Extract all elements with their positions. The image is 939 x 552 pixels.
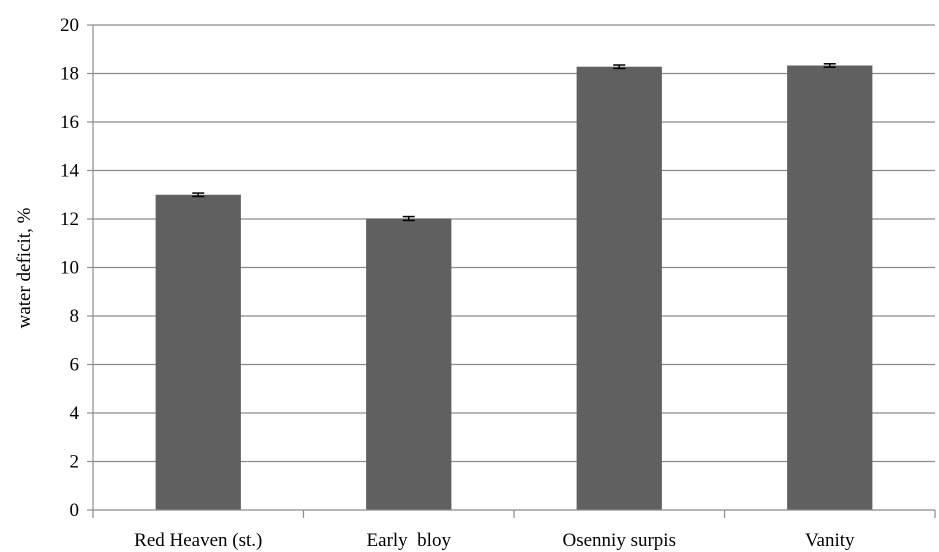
- y-tick-label: 6: [70, 355, 80, 376]
- error-bars: [192, 63, 836, 222]
- x-tick-label: Osenniy surpis: [563, 530, 676, 551]
- bar: [787, 65, 873, 510]
- bar: [366, 218, 452, 510]
- y-tick-label: 2: [70, 452, 80, 473]
- y-tick-label: 8: [70, 306, 80, 327]
- x-tick-label: Red Heaven (st.): [134, 530, 262, 551]
- y-tick-label: 0: [70, 500, 80, 521]
- y-tick-label: 12: [60, 209, 79, 230]
- y-tick-label: 10: [60, 258, 79, 279]
- y-tick-label: 20: [60, 15, 79, 36]
- axes: [87, 24, 936, 518]
- x-tick-label: Vanity: [805, 530, 855, 551]
- bars: [155, 65, 873, 511]
- y-tick-label: 18: [60, 64, 79, 85]
- bar: [576, 66, 662, 511]
- bar: [155, 194, 241, 510]
- y-tick-label: 16: [60, 112, 79, 133]
- y-axis-title: water deficit, %: [14, 207, 35, 328]
- y-tick-labels: 0 2 4 6 8 10 12 14 16 18 20: [60, 15, 80, 521]
- y-tick-label: 14: [60, 161, 80, 182]
- y-tick-label: 4: [70, 403, 80, 424]
- x-tick-label: Early bloy: [367, 530, 452, 551]
- x-tick-labels: Red Heaven (st.) Early bloy Osenniy surpis…: [134, 530, 855, 551]
